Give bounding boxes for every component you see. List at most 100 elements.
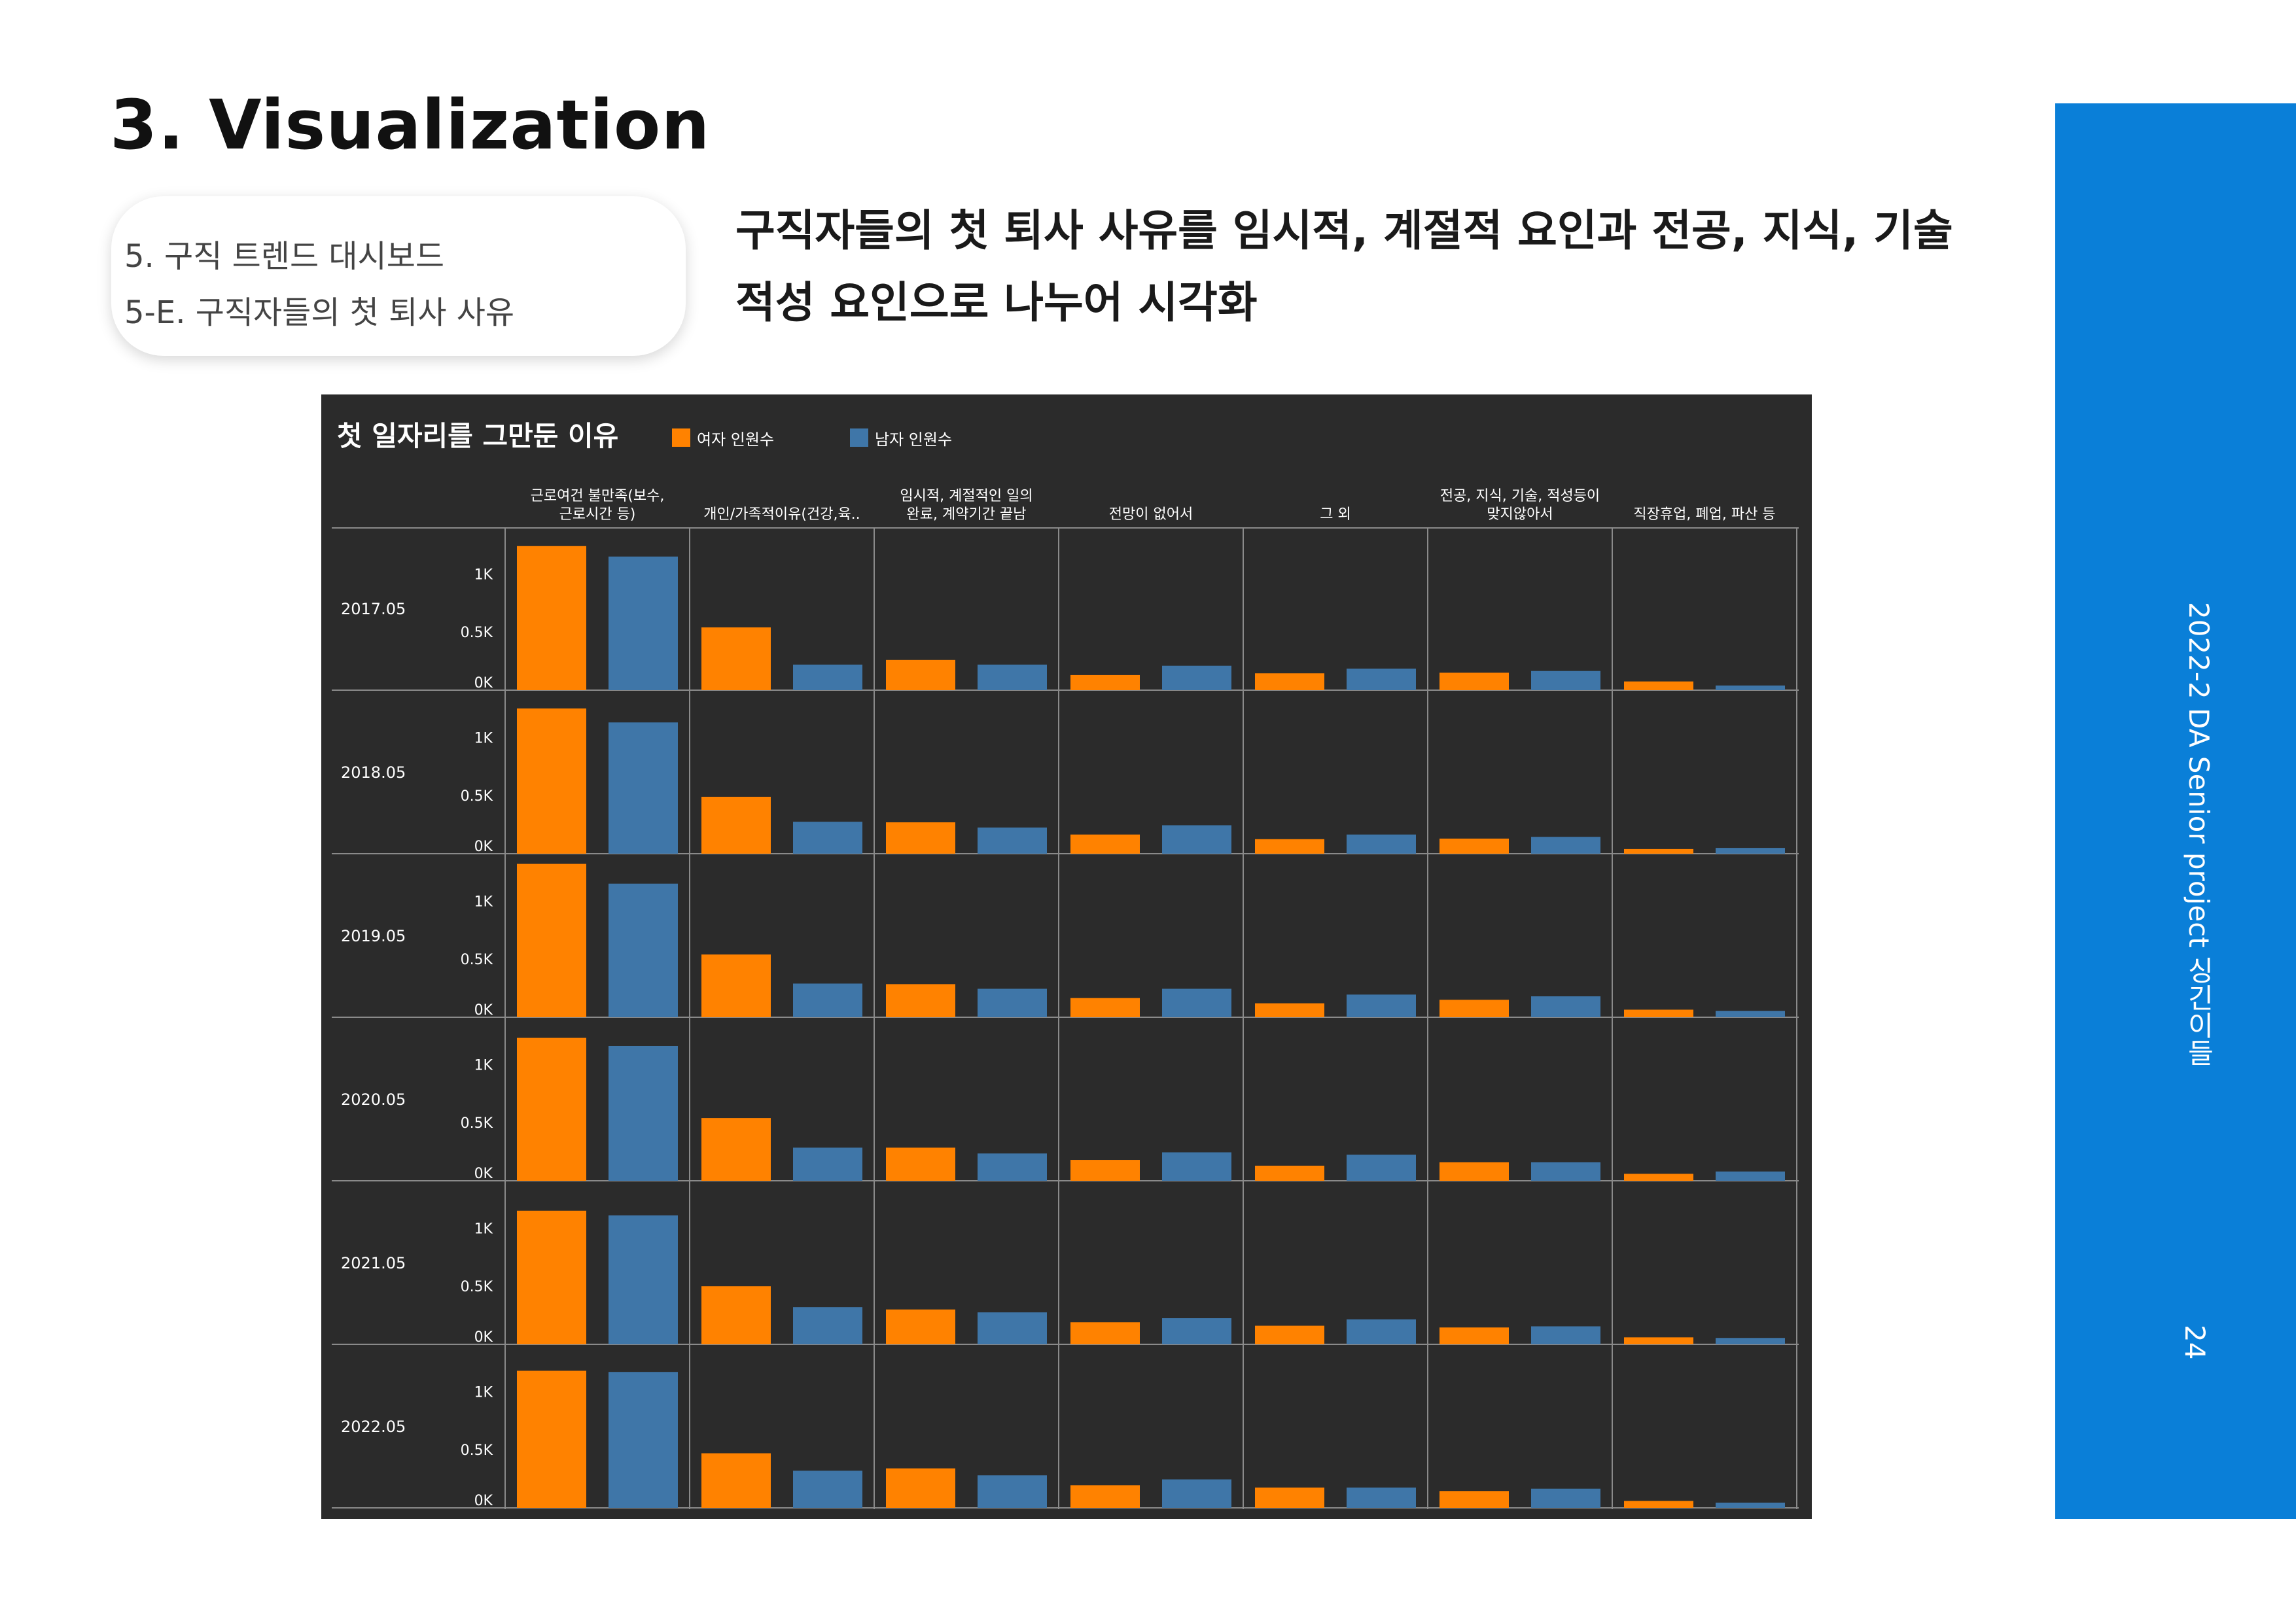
bar-male [793, 1471, 862, 1508]
bar-female [1439, 1000, 1509, 1017]
y-tick-label: 0K [474, 1493, 493, 1509]
bar-female [1624, 1337, 1693, 1344]
chart-panel: 첫 일자리를 그만둔 이유 여자 인원수 남자 인원수 근로여건 불만족(보수, 근로시… [321, 394, 1812, 1519]
bar-male [978, 828, 1047, 854]
bar-male [1531, 996, 1600, 1017]
slide-title: 3. Visualization [110, 85, 711, 165]
page-number: 24 [2179, 1325, 2211, 1360]
column-header-label: 근로시간 등) [559, 506, 636, 523]
bar-male [1531, 1488, 1600, 1508]
breadcrumb: 5. 구직 트렌드 대시보드 5-E. 구직자들의 첫 퇴사 사유 [111, 196, 686, 356]
y-tick-label: 1K [474, 1221, 493, 1237]
bar-female [1070, 834, 1140, 854]
bar-female [1255, 839, 1324, 854]
bar-female [1070, 1485, 1140, 1508]
bar-female [1070, 1160, 1140, 1181]
bar-female [1624, 1174, 1693, 1181]
bar-male [609, 1372, 678, 1508]
y-tick-label: 0.5K [461, 788, 493, 805]
bar-female [1070, 998, 1140, 1017]
y-tick-label: 0.5K [461, 1115, 493, 1132]
bar-male [1716, 848, 1785, 854]
bar-male [978, 1475, 1047, 1508]
y-tick-label: 1K [474, 894, 493, 910]
bar-female [886, 1468, 955, 1508]
bar-female [701, 627, 771, 690]
bar-female [517, 1370, 586, 1508]
bar-female [701, 1118, 771, 1181]
bar-male [793, 1307, 862, 1344]
bar-female [701, 1286, 771, 1344]
bar-female [1255, 1003, 1324, 1017]
y-tick-label: 1K [474, 567, 493, 583]
bar-male [1716, 1171, 1785, 1181]
bar-female [701, 796, 771, 854]
y-tick-label: 0K [474, 1166, 493, 1182]
row-label: 2019.05 [341, 927, 406, 945]
y-tick-label: 1K [474, 1384, 493, 1401]
y-tick-label: 1K [474, 1057, 493, 1073]
bar-female [886, 984, 955, 1017]
bar-female [1439, 672, 1509, 690]
bar-male [978, 988, 1047, 1017]
bar-female [517, 1210, 586, 1344]
bar-female [517, 546, 586, 690]
bar-female [1255, 1165, 1324, 1181]
y-tick-label: 0K [474, 1002, 493, 1019]
column-header-label: 맞지않아서 [1487, 506, 1553, 523]
bar-female [517, 1038, 586, 1181]
row-label: 2018.05 [341, 763, 406, 782]
legend-label-male: 남자 인원수 [875, 430, 952, 449]
bar-female [1439, 1162, 1509, 1181]
bar-female [1255, 1487, 1324, 1508]
y-tick-label: 0.5K [461, 625, 493, 641]
bar-male [1531, 671, 1600, 690]
bar-male [609, 556, 678, 690]
bar-female [517, 864, 586, 1017]
column-header-label: 그 외 [1320, 506, 1351, 523]
row-label: 2017.05 [341, 600, 406, 618]
bar-male [1716, 1338, 1785, 1344]
column-header-label: 완료, 계약기간 끝남 [907, 506, 1027, 523]
bar-female [1624, 1501, 1693, 1508]
y-tick-label: 0.5K [461, 1279, 493, 1295]
side-band [2055, 103, 2296, 1519]
y-tick-label: 0.5K [461, 1442, 493, 1459]
bar-male [1716, 1503, 1785, 1508]
bar-female [1255, 673, 1324, 690]
bar-female [886, 822, 955, 854]
bar-female [1255, 1325, 1324, 1344]
bar-male [1531, 837, 1600, 854]
bar-male [978, 1153, 1047, 1181]
bar-male [1531, 1162, 1600, 1181]
bar-male [609, 1045, 678, 1181]
column-header-label: 전망이 없어서 [1109, 506, 1193, 523]
bar-male [1162, 1479, 1231, 1508]
bar-male [1162, 1152, 1231, 1181]
bar-male [978, 1312, 1047, 1344]
bar-male [1347, 994, 1416, 1017]
bar-male [1162, 988, 1231, 1017]
bar-male [1162, 825, 1231, 854]
bar-female [1070, 1322, 1140, 1344]
y-tick-label: 0K [474, 839, 493, 855]
bar-male [1716, 685, 1785, 690]
bar-female [517, 708, 586, 854]
bar-female [1439, 1491, 1509, 1508]
chart-title: 첫 일자리를 그만둔 이유 [337, 420, 618, 452]
bar-female [886, 659, 955, 690]
bar-male [1347, 834, 1416, 854]
bar-female [1624, 1009, 1693, 1017]
bar-male [793, 983, 862, 1017]
bar-female [1070, 674, 1140, 690]
side-label: 2022-2 DA Senior project 싱긴이들 [2183, 602, 2215, 1067]
bar-male [1531, 1326, 1600, 1344]
row-label: 2020.05 [341, 1091, 406, 1109]
column-header-label: 개인/가족적이유(건강,육.. [703, 506, 860, 523]
bar-male [793, 664, 862, 690]
y-tick-label: 0.5K [461, 952, 493, 968]
bar-male [609, 722, 678, 854]
bar-male [1162, 665, 1231, 690]
bar-male [1716, 1011, 1785, 1017]
